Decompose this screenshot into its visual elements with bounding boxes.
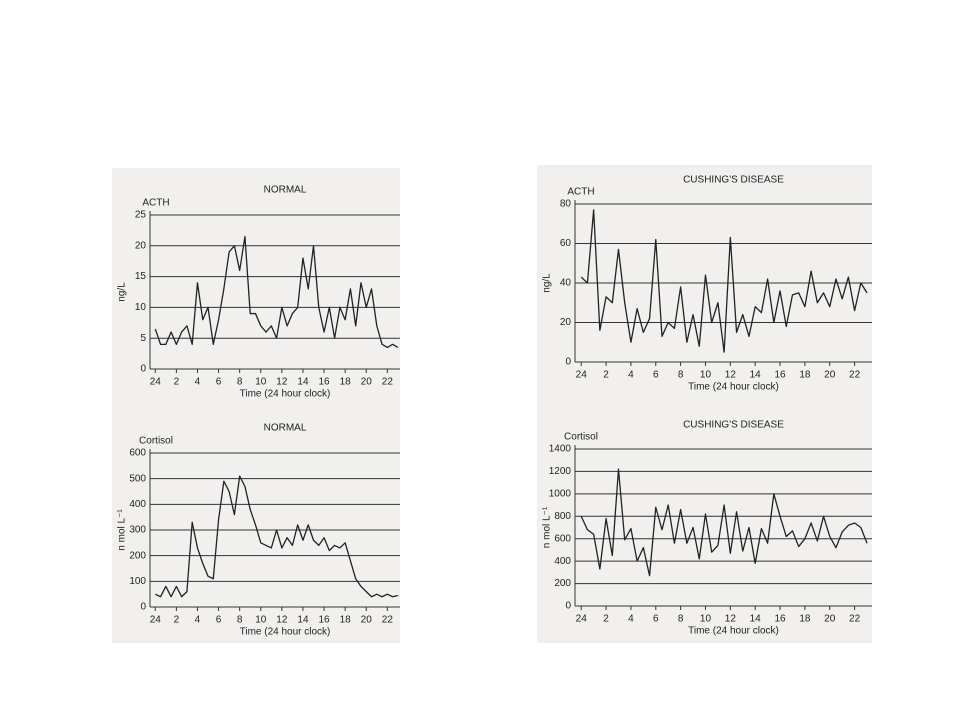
x-tick-label: 14 <box>297 377 309 388</box>
x-tick-label: 22 <box>382 377 394 388</box>
x-tick-label: 20 <box>361 377 373 388</box>
x-tick-label: 16 <box>774 370 786 381</box>
x-tick-label: 4 <box>195 615 201 626</box>
y-tick-label: 0 <box>565 357 571 368</box>
series-label: ACTH <box>567 187 594 198</box>
x-tick-label: 6 <box>216 377 222 388</box>
y-tick-label: 40 <box>560 278 572 289</box>
y-tick-label: 60 <box>560 238 572 249</box>
y-axis-label: ng/L <box>542 273 553 293</box>
x-tick-label: 10 <box>255 615 267 626</box>
x-tick-label: 2 <box>603 370 609 381</box>
data-line <box>154 475 399 598</box>
y-tick-label: 400 <box>129 499 146 510</box>
y-tick-label: 800 <box>554 511 571 522</box>
x-tick-label: 24 <box>150 377 162 388</box>
y-tick-label: 20 <box>135 240 147 251</box>
y-tick-label: 1400 <box>549 444 572 455</box>
x-tick-label: 22 <box>849 370 861 381</box>
series-label: ACTH <box>142 198 169 209</box>
y-tick-label: 25 <box>135 210 147 221</box>
y-tick-label: 5 <box>140 333 146 344</box>
x-tick-label: 14 <box>750 614 762 625</box>
x-tick-label: 16 <box>774 614 786 625</box>
y-tick-label: 400 <box>554 556 571 567</box>
x-tick-label: 10 <box>255 377 267 388</box>
y-tick-label: 300 <box>129 525 146 536</box>
y-tick-label: 500 <box>129 473 146 484</box>
data-line <box>580 209 868 353</box>
data-line <box>154 235 399 349</box>
x-tick-label: 22 <box>849 614 861 625</box>
x-tick-label: 12 <box>276 377 288 388</box>
x-tick-label: 12 <box>725 370 737 381</box>
y-tick-label: 600 <box>129 448 146 459</box>
y-tick-label: 20 <box>560 317 572 328</box>
chart-title: CUSHING'S DISEASE <box>683 175 784 186</box>
y-tick-label: 0 <box>140 364 146 375</box>
x-tick-label: 18 <box>340 615 352 626</box>
x-axis-label: Time (24 hour clock) <box>688 626 779 637</box>
y-axis-label: n mol L⁻¹ <box>542 506 553 548</box>
x-tick-label: 14 <box>750 370 762 381</box>
y-axis-label: ng/L <box>117 282 128 302</box>
chart-title: NORMAL <box>264 423 307 434</box>
scan-panel <box>112 168 400 643</box>
x-tick-label: 2 <box>174 377 180 388</box>
x-axis-label: Time (24 hour clock) <box>688 382 779 393</box>
x-tick-label: 2 <box>603 614 609 625</box>
data-line <box>580 468 868 577</box>
y-tick-label: 15 <box>135 271 147 282</box>
x-axis-label: Time (24 hour clock) <box>240 389 331 400</box>
x-tick-label: 16 <box>318 377 330 388</box>
x-tick-label: 8 <box>237 615 243 626</box>
y-tick-label: 10 <box>135 302 147 313</box>
y-tick-label: 1000 <box>549 488 572 499</box>
x-tick-label: 24 <box>576 370 588 381</box>
chart-title: CUSHING'S DISEASE <box>683 420 784 431</box>
series-label: Cortisol <box>139 436 173 447</box>
x-tick-label: 4 <box>628 370 634 381</box>
x-tick-label: 20 <box>824 370 836 381</box>
y-tick-label: 0 <box>140 602 146 613</box>
x-tick-label: 4 <box>628 614 634 625</box>
y-tick-label: 80 <box>560 199 572 210</box>
y-axis-label: n mol L⁻¹ <box>117 509 128 551</box>
x-axis-label: Time (24 hour clock) <box>240 627 331 638</box>
y-tick-label: 200 <box>129 550 146 561</box>
scan-panel <box>537 165 872 643</box>
y-tick-label: 1200 <box>549 466 572 477</box>
x-tick-label: 18 <box>340 377 352 388</box>
series-label: Cortisol <box>564 432 598 443</box>
y-tick-label: 600 <box>554 533 571 544</box>
x-tick-label: 8 <box>678 614 684 625</box>
x-tick-label: 12 <box>276 615 288 626</box>
x-tick-label: 14 <box>297 615 309 626</box>
y-tick-label: 200 <box>554 578 571 589</box>
x-tick-label: 22 <box>382 615 394 626</box>
x-tick-label: 6 <box>653 370 659 381</box>
chart-title: NORMAL <box>264 185 307 196</box>
x-tick-label: 4 <box>195 377 201 388</box>
y-tick-label: 0 <box>565 601 571 612</box>
x-tick-label: 24 <box>576 614 588 625</box>
x-tick-label: 8 <box>237 377 243 388</box>
x-tick-label: 8 <box>678 370 684 381</box>
x-tick-label: 18 <box>799 614 811 625</box>
y-tick-label: 100 <box>129 576 146 587</box>
x-tick-label: 20 <box>361 615 373 626</box>
x-tick-label: 10 <box>700 370 712 381</box>
x-tick-label: 2 <box>174 615 180 626</box>
x-tick-label: 6 <box>216 615 222 626</box>
x-tick-label: 6 <box>653 614 659 625</box>
x-tick-label: 18 <box>799 370 811 381</box>
x-tick-label: 16 <box>318 615 330 626</box>
x-tick-label: 10 <box>700 614 712 625</box>
x-tick-label: 12 <box>725 614 737 625</box>
x-tick-label: 20 <box>824 614 836 625</box>
x-tick-label: 24 <box>150 615 162 626</box>
